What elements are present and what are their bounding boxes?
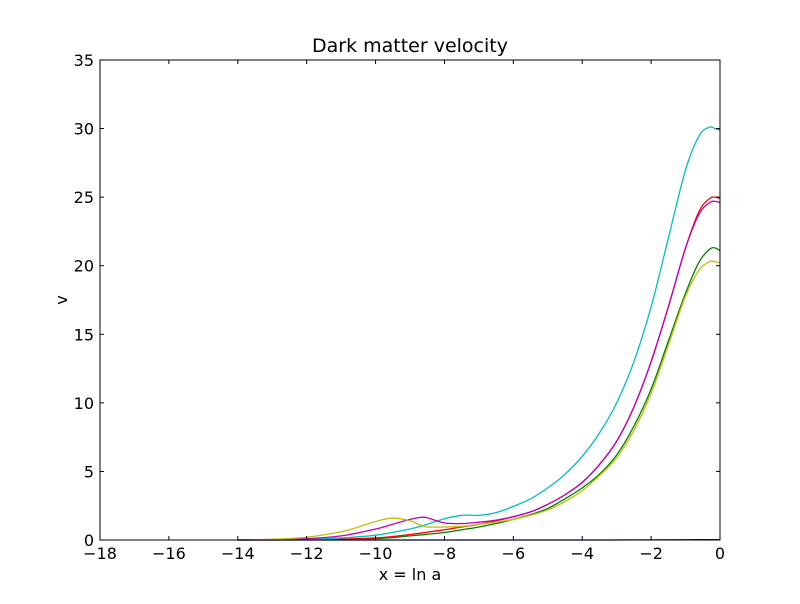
y-tick-label: 15 — [74, 325, 94, 344]
y-tick-label: 35 — [74, 51, 94, 70]
x-axis-label: x = ln a — [379, 565, 442, 584]
x-tick-label: −12 — [290, 544, 324, 563]
series-line-2 — [238, 248, 720, 540]
y-tick-label: 10 — [74, 394, 94, 413]
y-axis-label: v — [52, 295, 71, 304]
x-tick-label: 0 — [715, 544, 725, 563]
x-tick-label: −4 — [570, 544, 594, 563]
x-tick-label: −10 — [359, 544, 393, 563]
y-tick-label: 20 — [74, 257, 94, 276]
x-tick-label: −16 — [152, 544, 186, 563]
y-tick-label: 30 — [74, 120, 94, 139]
y-tick-label: 25 — [74, 188, 94, 207]
y-tick-label: 5 — [84, 462, 94, 481]
plot-frame — [100, 60, 720, 540]
x-tick-label: −6 — [502, 544, 526, 563]
x-tick-label: −14 — [221, 544, 255, 563]
x-tick-label: −8 — [433, 544, 457, 563]
series-line-5 — [238, 201, 720, 540]
series-layer — [238, 127, 720, 540]
series-line-6 — [238, 261, 720, 540]
x-tick-label: −2 — [639, 544, 663, 563]
series-line-4 — [238, 127, 720, 540]
y-axis-ticks: 0 5 10 15 20 25 30 35 — [74, 51, 720, 550]
y-tick-label: 0 — [84, 531, 94, 550]
chart-title: Dark matter velocity — [312, 35, 508, 57]
series-line-3 — [238, 197, 720, 540]
